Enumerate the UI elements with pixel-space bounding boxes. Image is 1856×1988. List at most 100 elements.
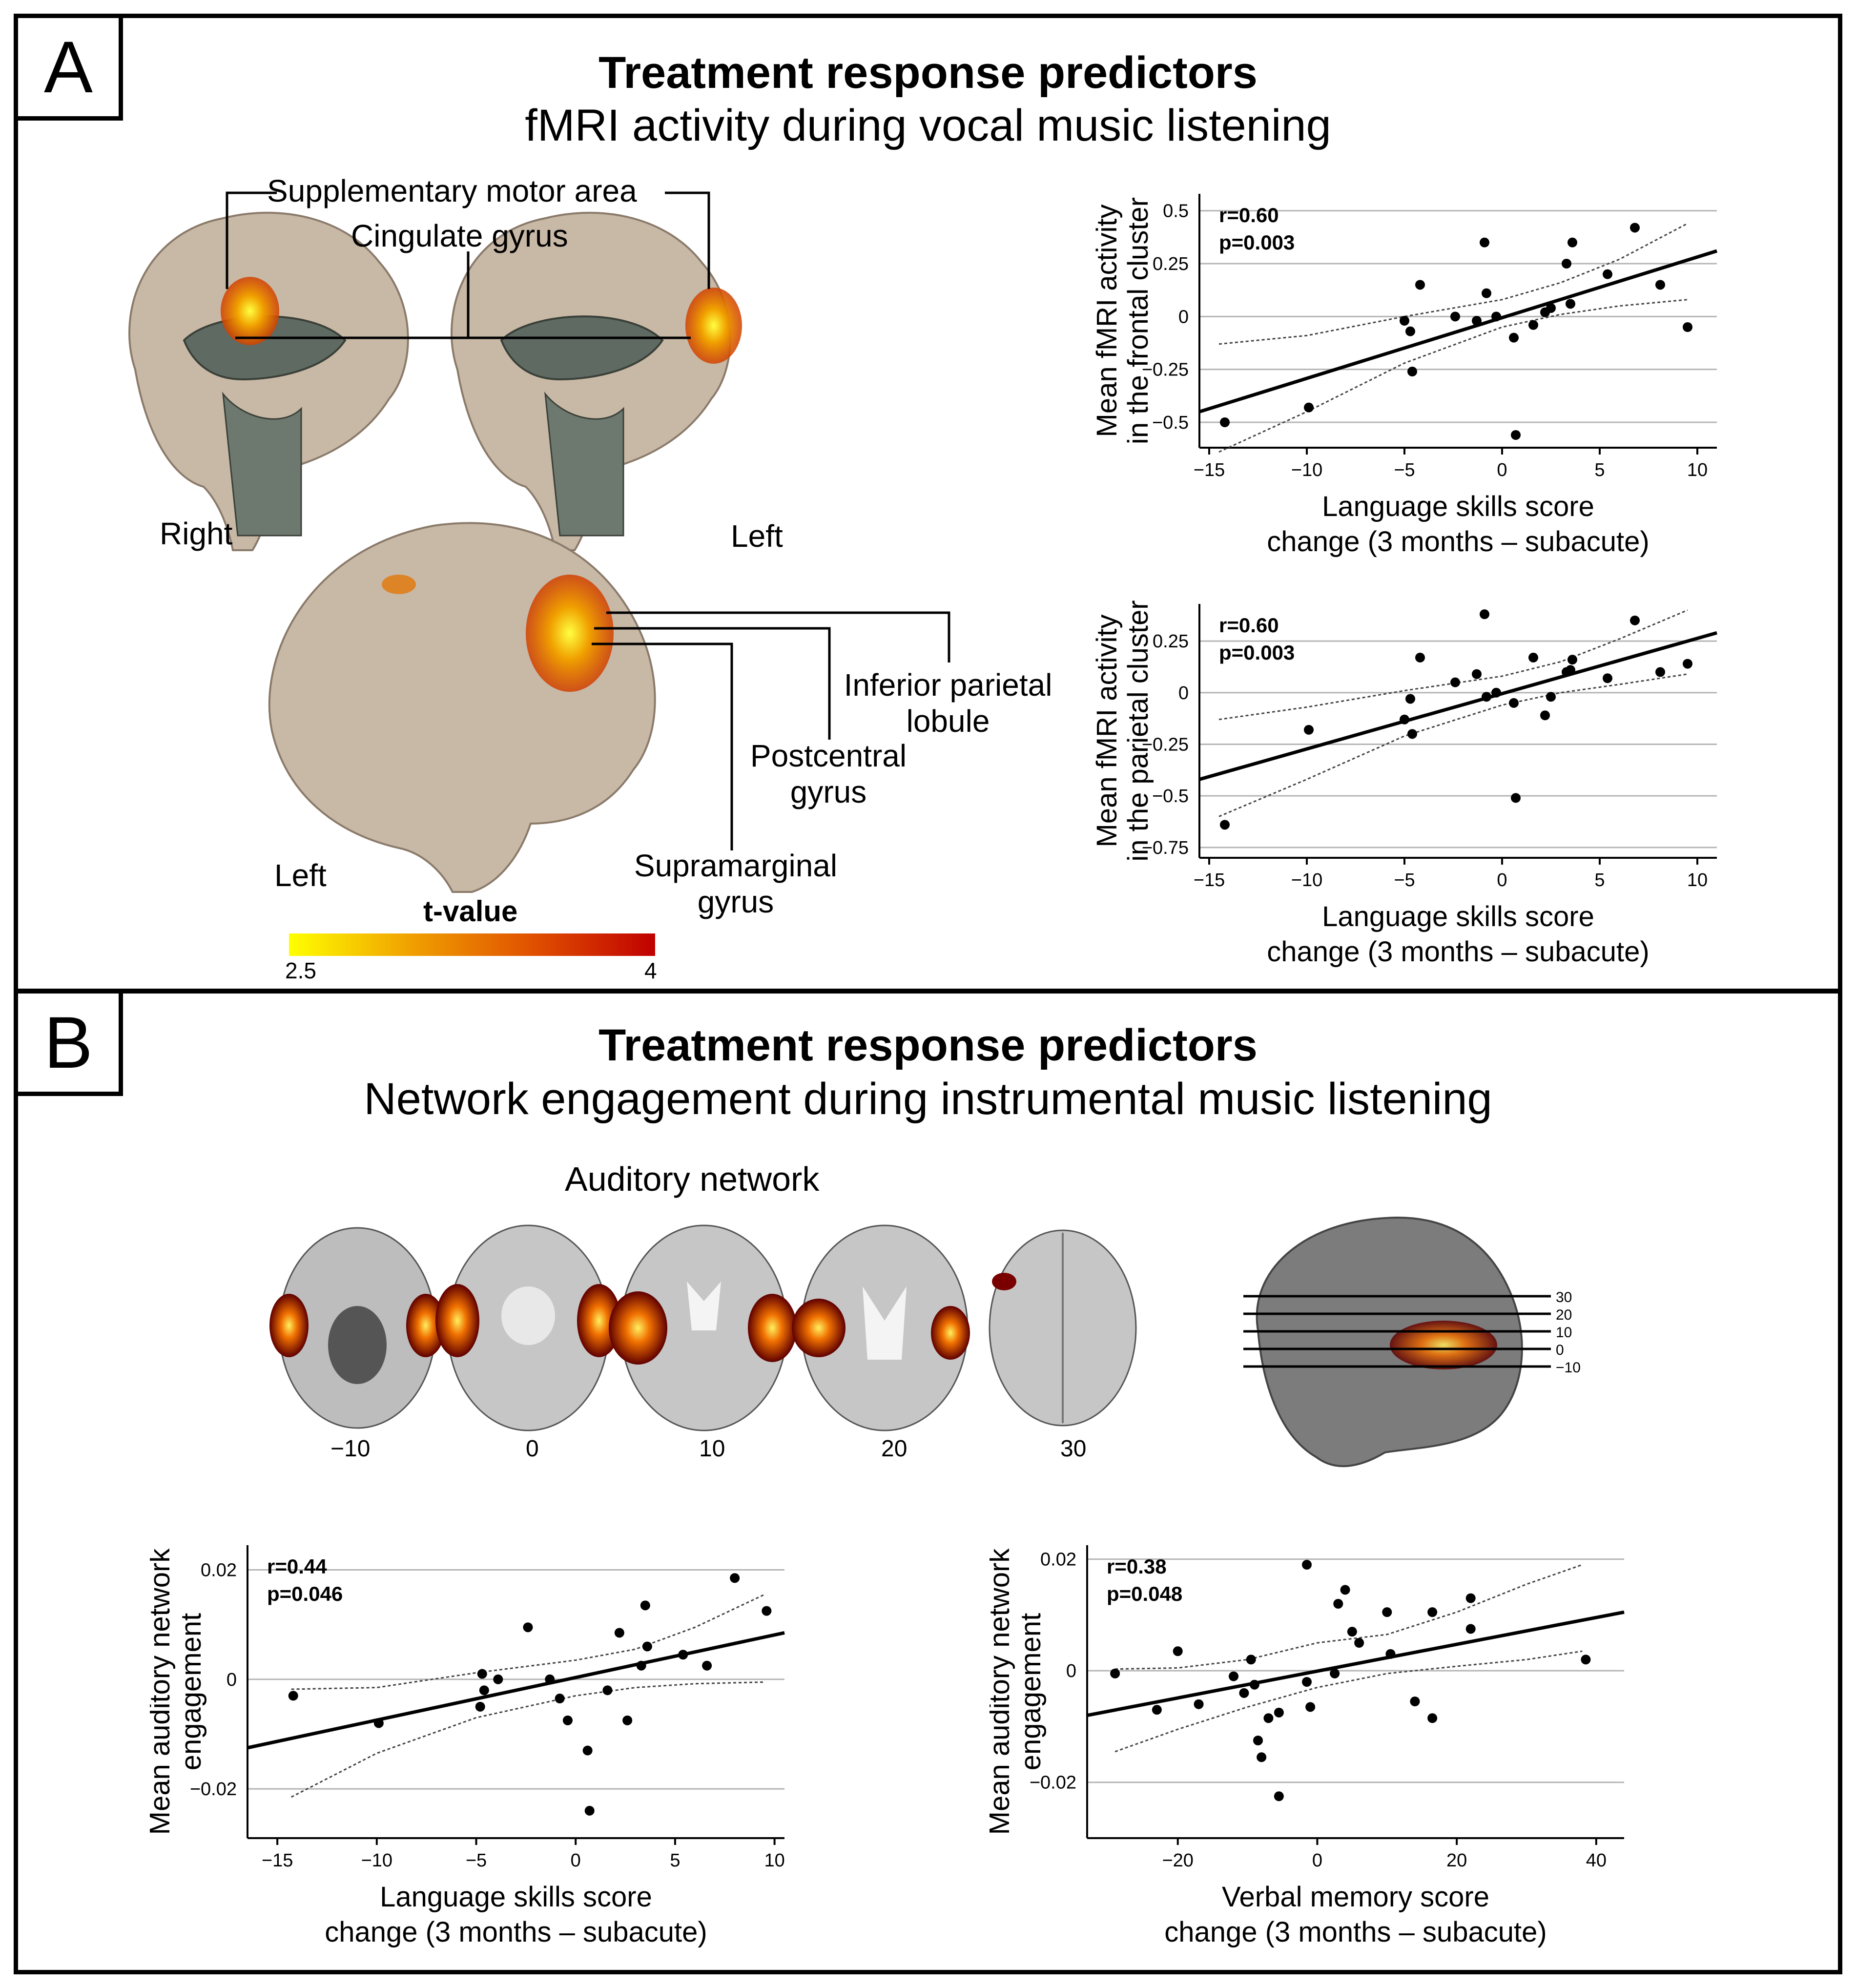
data-point xyxy=(1407,729,1417,739)
data-point xyxy=(1567,655,1577,665)
ci-lower-line xyxy=(290,1681,765,1798)
y-tick-label: 0.25 xyxy=(1153,254,1189,274)
x-axis-label: Language skills score xyxy=(1322,901,1594,932)
slice-label-20: 20 xyxy=(881,1436,907,1462)
stat-p: p=0.003 xyxy=(1219,641,1295,664)
x-tick-label: 0 xyxy=(1497,870,1507,890)
data-point xyxy=(1274,1707,1284,1718)
x-axis-label: Language skills score xyxy=(1322,491,1594,522)
slice-position-brain: 30 20 10 0 −10 xyxy=(1243,1217,1581,1468)
data-point xyxy=(1263,1713,1274,1723)
data-point xyxy=(642,1641,652,1652)
data-point xyxy=(1567,237,1577,248)
data-point xyxy=(1427,1607,1438,1617)
data-point xyxy=(1410,1697,1420,1706)
x-tick-label: 5 xyxy=(1594,870,1605,890)
data-point xyxy=(1482,692,1491,702)
slice-0 xyxy=(435,1224,621,1431)
y-axis-label: Mean auditory network xyxy=(990,1548,1015,1835)
data-point xyxy=(477,1669,487,1679)
data-point xyxy=(1333,1599,1343,1609)
data-point xyxy=(1194,1699,1204,1709)
slice-20 xyxy=(792,1224,970,1431)
data-point xyxy=(1385,1649,1396,1659)
y-axis-label: engagement xyxy=(175,1613,207,1770)
data-point xyxy=(1465,1624,1476,1634)
data-point xyxy=(1427,1713,1438,1723)
data-point xyxy=(1246,1655,1256,1665)
panel-a-title: Treatment response predictors xyxy=(598,48,1258,98)
data-point xyxy=(1630,223,1640,233)
data-point xyxy=(1220,417,1230,427)
y-axis-label: in the frontal cluster xyxy=(1122,197,1154,444)
data-point xyxy=(1173,1646,1183,1657)
x-tick-label: 5 xyxy=(1594,460,1605,480)
data-point xyxy=(1509,332,1519,343)
x-axis-label: change (3 months – subacute) xyxy=(1267,526,1649,558)
data-point xyxy=(1566,665,1575,675)
data-point xyxy=(1465,1593,1476,1603)
chart-parietal-cluster: −0.75 −0.5 −0.25 0 0.25 −15 −10 −5 0 5 10 r=0.60 p=0… xyxy=(1091,600,1717,968)
x-tick-label: 10 xyxy=(764,1850,784,1871)
data-point xyxy=(1491,687,1501,698)
colorbar xyxy=(289,933,655,956)
slice-mark-20: 20 xyxy=(1556,1307,1572,1323)
x-axis-label: Language skills score xyxy=(380,1881,652,1913)
y-axis-label: in the parietal cluster xyxy=(1122,600,1154,861)
x-tick-label: 0 xyxy=(571,1850,581,1871)
x-tick-label: −5 xyxy=(466,1850,487,1871)
data-point xyxy=(1220,820,1230,830)
colorbar-title: t-value xyxy=(423,895,518,928)
y-axis-label: Mean fMRI activity xyxy=(1091,205,1123,437)
regression-line xyxy=(1198,249,1718,414)
data-point xyxy=(1304,725,1314,735)
data-point xyxy=(622,1715,633,1725)
ci-upper-line xyxy=(1115,1564,1583,1670)
data-point xyxy=(1509,698,1519,708)
data-point xyxy=(1304,402,1314,413)
panel-a: A Treatment response predictors fMRI act… xyxy=(14,14,1842,993)
label-supramarginal-line1: Supramarginal xyxy=(634,848,838,883)
x-tick-label: −15 xyxy=(262,1850,293,1871)
regression-line xyxy=(247,1631,785,1750)
data-point xyxy=(545,1674,555,1684)
data-point xyxy=(1229,1671,1238,1681)
panel-b: B Treatment response predictors Network … xyxy=(14,989,1842,1974)
x-axis-label: change (3 months – subacute) xyxy=(1164,1916,1547,1948)
data-point xyxy=(1415,652,1425,663)
label-supramarginal: Supramarginal gyrus xyxy=(628,848,843,920)
ci-upper-line xyxy=(1218,223,1688,345)
y-tick-label: 0.25 xyxy=(1153,631,1189,652)
stat-p: p=0.003 xyxy=(1219,231,1295,254)
data-point xyxy=(1491,311,1501,322)
y-axis-label: engagement xyxy=(1015,1613,1047,1770)
slice-30 xyxy=(989,1229,1137,1427)
x-tick-label: −10 xyxy=(361,1850,392,1871)
y-tick-label: −0.02 xyxy=(190,1779,237,1800)
data-point xyxy=(636,1660,646,1671)
data-point xyxy=(562,1715,573,1725)
y-tick-label: −0.5 xyxy=(1152,413,1189,433)
data-point xyxy=(1566,299,1575,309)
label-sma: Supplementary motor area xyxy=(267,173,637,208)
y-tick-label: 0.02 xyxy=(201,1560,237,1580)
ci-upper-line xyxy=(291,1594,765,1690)
data-point xyxy=(1528,652,1538,663)
data-point xyxy=(1482,288,1491,298)
data-point xyxy=(1274,1791,1284,1802)
data-point xyxy=(1405,326,1415,336)
data-point xyxy=(1152,1705,1162,1715)
data-point xyxy=(1302,1560,1312,1570)
data-point xyxy=(1511,430,1521,440)
slice-minus10 xyxy=(269,1227,445,1429)
x-tick-label: −10 xyxy=(1291,460,1322,480)
data-point xyxy=(373,1718,384,1728)
data-point xyxy=(1511,793,1521,803)
data-point xyxy=(1480,237,1489,248)
x-tick-label: −5 xyxy=(1394,460,1415,480)
regression-line xyxy=(1199,631,1717,781)
data-point xyxy=(1581,1655,1591,1665)
stat-r: r=0.38 xyxy=(1107,1555,1167,1578)
right-hemisphere-medial xyxy=(128,211,409,551)
data-point xyxy=(730,1573,740,1583)
